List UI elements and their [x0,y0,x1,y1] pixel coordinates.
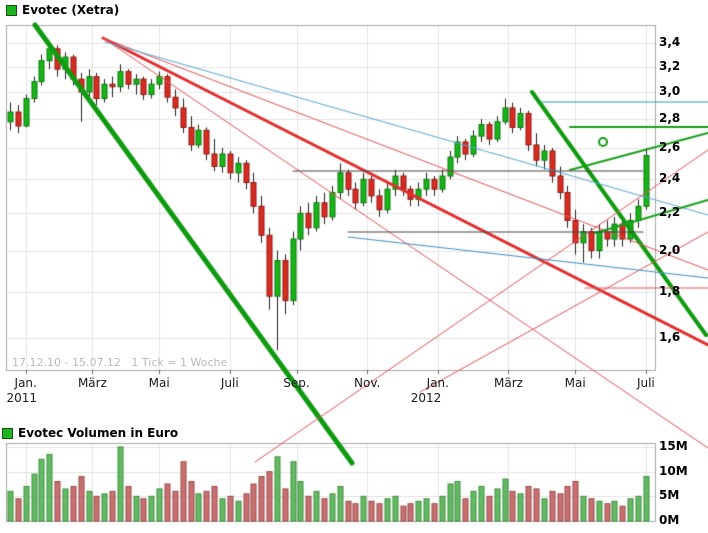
price-legend-label: Evotec (Xetra) [22,3,120,17]
volume-legend-swatch-icon [2,427,13,439]
volume-legend-label: Evotec Volumen in Euro [18,426,179,440]
price-legend-swatch-icon [6,4,17,16]
volume-legend: Evotec Volumen in Euro [2,426,178,440]
price-legend: Evotec (Xetra) [6,3,119,17]
chart-watermark: 17.12.10 - 15.07.12 1 Tick = 1 Woche [12,356,228,369]
